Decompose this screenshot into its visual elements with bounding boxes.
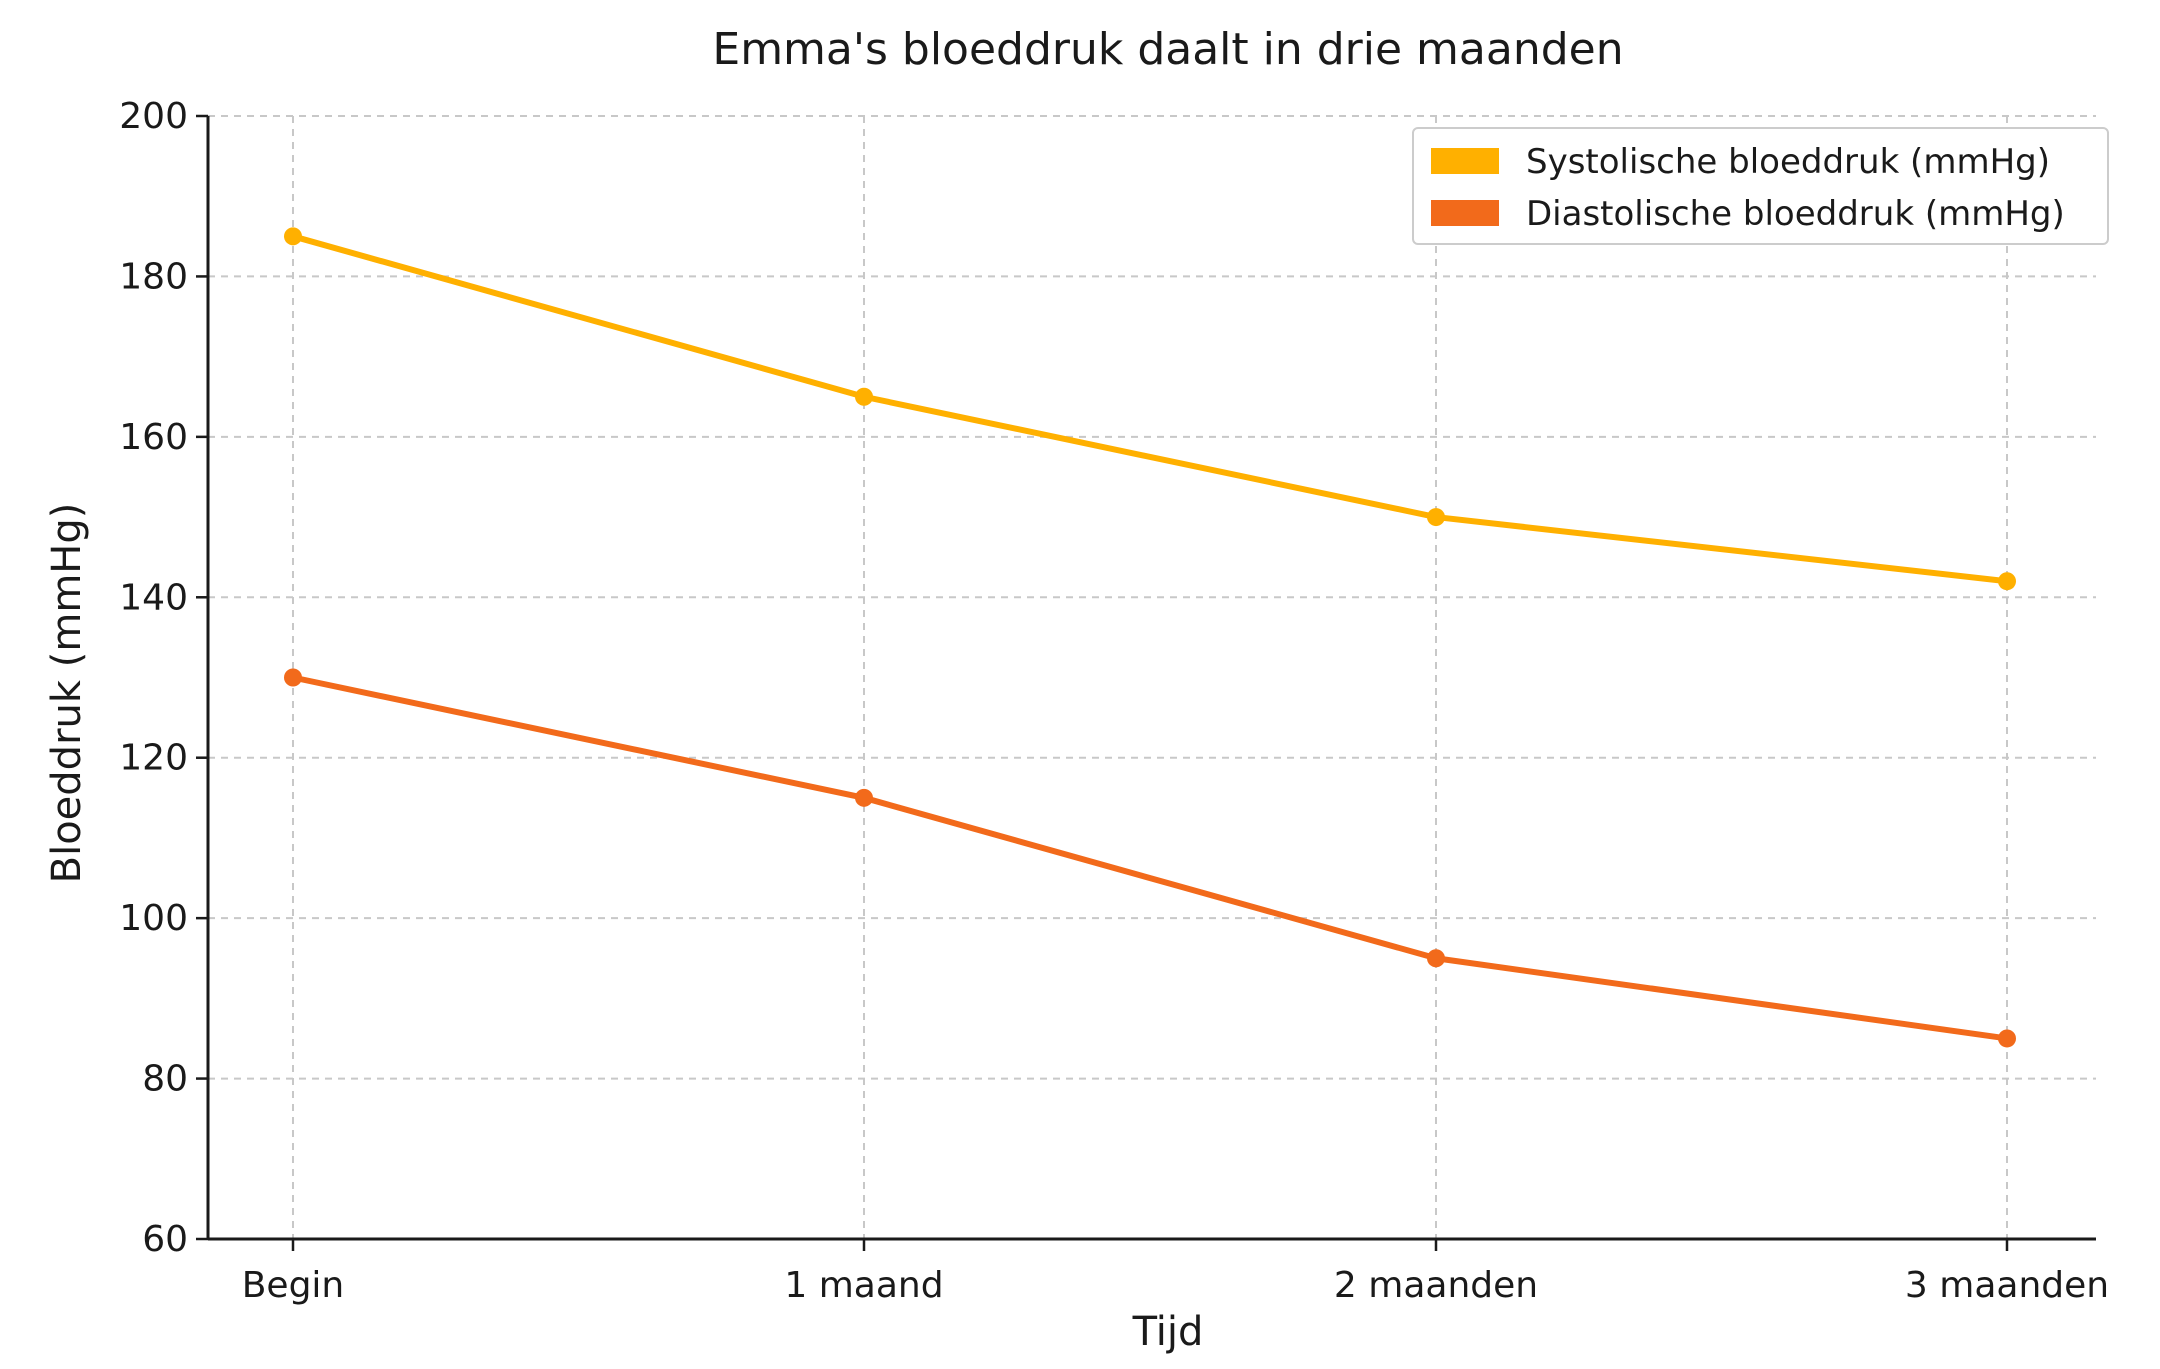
legend-swatch-diastolic	[1431, 200, 1499, 226]
grid-layer	[208, 115, 2096, 1239]
legend: Systolische bloeddruk (mmHg) Diastolisch…	[1412, 127, 2109, 245]
y-tick-label-120: 120	[119, 738, 188, 779]
legend-label-diastolic: Diastolische bloeddruk (mmHg)	[1526, 194, 2065, 234]
series-layer	[284, 227, 2016, 1048]
legend-frame	[1412, 127, 2109, 245]
series-line-1	[290, 674, 2010, 1042]
y-tick-label-140: 140	[119, 577, 188, 618]
data-point-1-3	[1998, 1029, 2016, 1048]
x-axis-label: Tijd	[1132, 1309, 1204, 1355]
chart-title: Emma's bloeddruk daalt in drie maanden	[712, 24, 1623, 75]
y-axis-label: Bloeddruk (mmHg)	[44, 503, 90, 884]
data-point-0-2	[1427, 508, 1445, 527]
data-point-1-0	[284, 668, 302, 687]
x-tick-label-1: 1 maand	[784, 1265, 943, 1306]
legend-label-systolic: Systolische bloeddruk (mmHg)	[1526, 142, 2050, 182]
data-point-0-0	[284, 227, 302, 246]
y-tick-label-100: 100	[119, 898, 188, 939]
y-tick-label-200: 200	[119, 96, 188, 137]
ticks-layer: 60 80 100 120 140 160 180 200 Begin 1 maand 2 maan…	[119, 96, 2109, 1306]
series-line-0	[290, 233, 2010, 585]
x-tick-label-2: 2 maanden	[1334, 1265, 1538, 1306]
data-point-0-3	[1998, 572, 2016, 591]
y-tick-label-180: 180	[119, 256, 188, 297]
y-tick-label-160: 160	[119, 417, 188, 458]
data-point-1-2	[1427, 949, 1445, 968]
axes-layer	[206, 116, 2096, 1241]
x-tick-label-3: 3 maanden	[1905, 1265, 2109, 1306]
legend-swatch-systolic	[1431, 148, 1499, 174]
y-tick-label-80: 80	[142, 1059, 188, 1100]
data-point-1-1	[855, 788, 873, 807]
x-tick-label-0: Begin	[242, 1265, 345, 1306]
y-tick-label-60: 60	[142, 1219, 188, 1260]
data-point-0-1	[855, 387, 873, 406]
